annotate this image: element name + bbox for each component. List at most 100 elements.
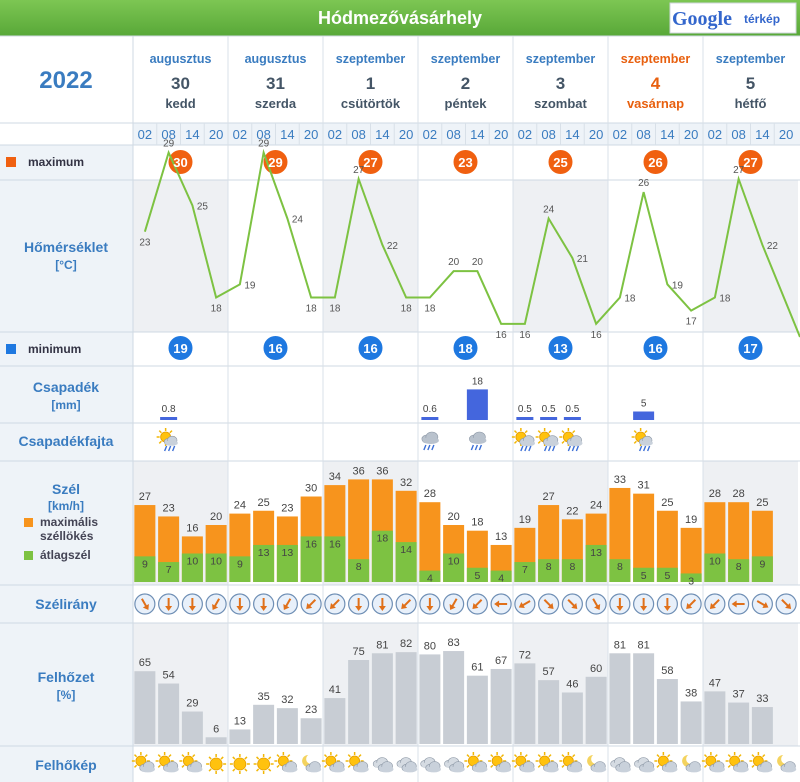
wind-arrow-head	[616, 606, 624, 611]
sun-ray	[276, 754, 280, 758]
sun-ray	[168, 754, 172, 758]
wind-gust-value: 31	[638, 480, 650, 492]
cloud-cover-value: 60	[590, 663, 602, 675]
cloud-base	[640, 440, 653, 446]
wind-gust-bar	[633, 493, 655, 582]
sun-cloud-icon	[654, 752, 678, 773]
wind-arrow-icon	[656, 593, 678, 615]
hour-label: 14	[280, 127, 294, 142]
wind-arrow-head	[709, 602, 716, 609]
wind-arrow-head	[663, 606, 671, 611]
rain-drop	[646, 445, 651, 452]
max-value: 25	[553, 155, 567, 170]
wind-arrow-icon	[158, 593, 180, 615]
hour-label: 20	[399, 127, 413, 142]
wind-avg-value: 9	[237, 558, 243, 570]
wind-avg-bar	[134, 556, 156, 582]
wind-arrow-head	[571, 602, 578, 609]
wind-avg-bar	[300, 536, 322, 582]
row-label-bg	[0, 145, 133, 180]
sun-ray	[466, 764, 470, 768]
cloud-cover-bar	[538, 680, 560, 744]
row-label-bg	[0, 461, 133, 585]
wind-avg-value: 10	[709, 556, 721, 568]
wind-arrow	[378, 598, 386, 611]
wind-gust-value: 23	[281, 502, 293, 514]
row-label-bg	[0, 623, 133, 746]
year-cell	[0, 36, 133, 145]
sun-ray	[181, 754, 185, 758]
google-map-button[interactable]	[669, 2, 797, 34]
wind-avg-value: 13	[590, 547, 602, 559]
wind-arrow	[731, 600, 745, 608]
cloud-cover-value: 38	[685, 687, 697, 699]
row-label-bg	[0, 332, 133, 366]
map-link-text: térkép	[744, 12, 780, 26]
sun-ray	[220, 756, 224, 760]
row-label-bg	[0, 180, 133, 332]
temperature-value: 17	[686, 317, 698, 328]
minimum-label: minimum	[28, 342, 81, 356]
rain-drop	[528, 445, 532, 452]
cloud-cover-value: 33	[756, 693, 768, 705]
max-value: 29	[268, 155, 282, 170]
max-value: 26	[648, 155, 662, 170]
sun-ray	[158, 430, 162, 434]
cloud-base	[568, 766, 583, 773]
cloud-rain-icon	[469, 431, 487, 451]
temperature-value: 24	[292, 214, 304, 225]
wind-arrow	[663, 598, 671, 611]
cloud-base	[544, 766, 559, 773]
day-month: szeptember	[336, 52, 406, 66]
wind-arrow	[781, 599, 792, 609]
wind-arrow	[306, 599, 317, 609]
maximum-label: maximum	[28, 155, 84, 169]
cloud-base	[165, 440, 178, 446]
hour-label: 08	[541, 127, 555, 142]
wind-arrow-icon	[300, 593, 322, 615]
sun-ray	[133, 754, 138, 758]
cloud-label: Felhőzet	[38, 669, 95, 685]
precip-bar	[421, 417, 439, 420]
cloud-cover-value: 41	[329, 684, 341, 696]
wind-gust-value: 24	[234, 500, 246, 512]
sun-ray	[513, 754, 518, 758]
rain-drop	[642, 445, 647, 452]
min-value: 13	[553, 341, 567, 356]
sun-ray	[561, 430, 565, 434]
temperature-value: 18	[306, 304, 318, 315]
cloud-cover-bar	[514, 663, 536, 744]
cloud-cover-value: 80	[424, 640, 436, 652]
precip-value: 5	[641, 399, 647, 410]
sun-ray	[548, 430, 552, 434]
temperature-value: 18	[624, 294, 636, 305]
wind-arrow-head	[236, 606, 244, 611]
wind-arrow	[543, 599, 554, 609]
cloud-cover-bar	[229, 729, 251, 744]
wind-arrow	[236, 598, 244, 611]
cloud-cover-value: 6	[213, 723, 219, 735]
sun-ray	[256, 756, 260, 760]
cloud-cover-value: 81	[614, 639, 626, 651]
cloud-base	[710, 766, 725, 773]
cloud-cover-value: 65	[139, 657, 151, 669]
wind-gust-value: 25	[258, 497, 270, 509]
wind-gust-bar	[609, 487, 631, 582]
cloud-cover-bar	[348, 660, 370, 744]
precip-bar	[563, 417, 581, 420]
day-shade	[133, 180, 228, 332]
cloud-icon	[634, 757, 655, 773]
day-month: augusztus	[245, 52, 307, 66]
precip-value: 0.5	[518, 404, 532, 415]
sun-icon	[253, 754, 274, 774]
sun-ray	[656, 764, 660, 768]
day-weekday: kedd	[165, 96, 195, 111]
sun-ray	[490, 754, 494, 758]
cloud-cover-value: 54	[163, 670, 175, 682]
sun-ray	[208, 768, 212, 772]
cloud-unit: [%]	[57, 688, 76, 702]
cloud-cover-value: 81	[638, 639, 650, 651]
sun-ray	[157, 764, 161, 768]
wind-avg-bar	[728, 559, 750, 582]
moon-cloud-icon	[682, 754, 702, 773]
